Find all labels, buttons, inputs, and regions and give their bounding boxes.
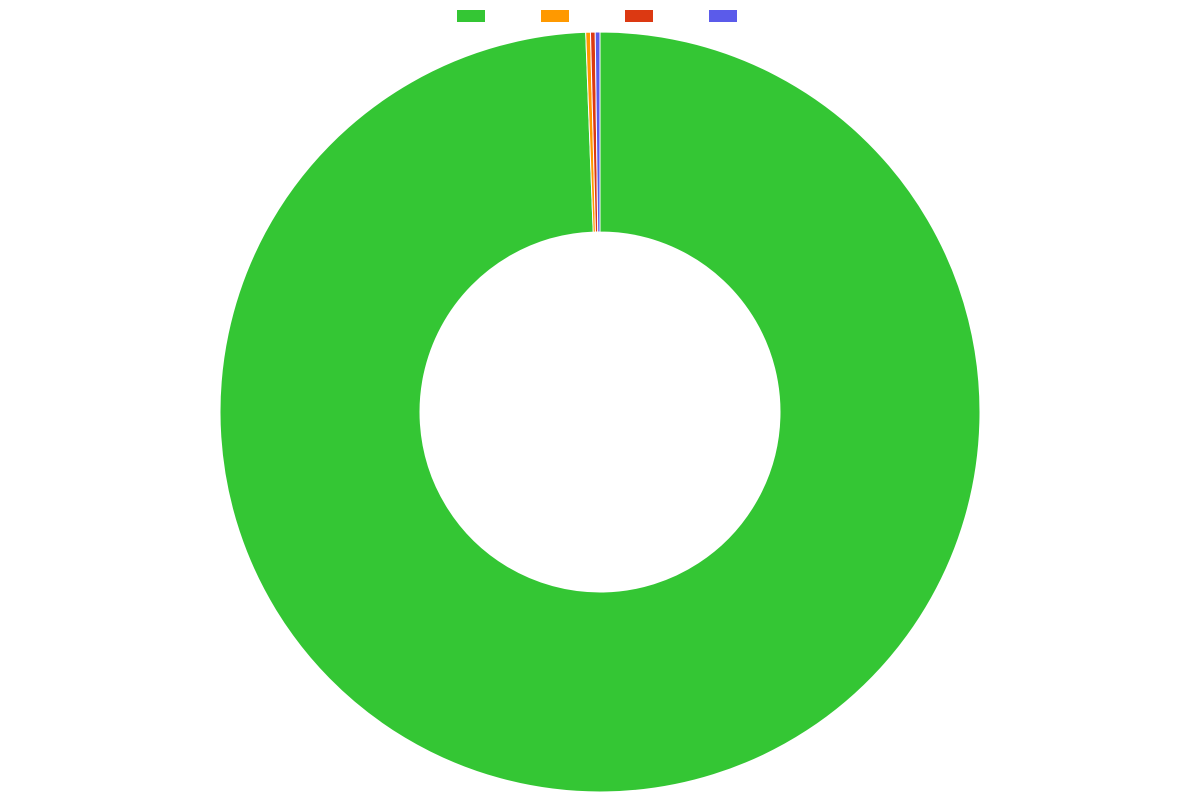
legend-swatch-icon [709, 10, 737, 22]
chart-legend [0, 0, 1200, 24]
legend-item[interactable] [457, 10, 491, 22]
legend-swatch-icon [541, 10, 569, 22]
donut-chart-svg [200, 24, 1000, 800]
legend-item[interactable] [541, 10, 575, 22]
legend-swatch-icon [625, 10, 653, 22]
donut-chart [0, 24, 1200, 800]
legend-item[interactable] [709, 10, 743, 22]
legend-item[interactable] [625, 10, 659, 22]
legend-swatch-icon [457, 10, 485, 22]
